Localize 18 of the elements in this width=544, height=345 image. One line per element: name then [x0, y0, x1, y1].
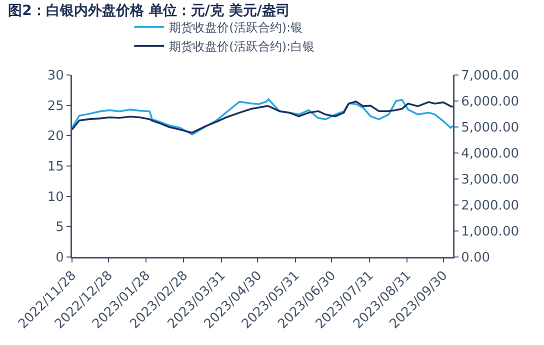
y2-tick-label: 6,000.00 — [461, 94, 519, 110]
y-tick-label: 10 — [47, 190, 64, 205]
y-tick-label: 0 — [56, 250, 64, 266]
y-tick-label: 5 — [56, 220, 64, 236]
y2-tick-label: 3,000.00 — [461, 172, 519, 188]
y-tick-label: 15 — [47, 160, 64, 175]
y2-tick-label: 5,000.00 — [461, 120, 519, 136]
y2-tick-label: 7,000.00 — [461, 68, 519, 84]
y2-tick-label: 2,000.00 — [461, 198, 519, 214]
legend-label: 期货收盘价(活跃合约):白银 — [169, 40, 315, 54]
y-tick-label: 20 — [47, 129, 64, 144]
y2-tick-label: 1,000.00 — [461, 224, 519, 240]
chart-title: 图2：白银内外盘价格 单位：元/克 美元/盎司 — [8, 2, 290, 19]
y2-tick-label: 0.00 — [461, 250, 490, 266]
y-tick-label: 30 — [47, 68, 64, 84]
y-tick-label: 25 — [47, 98, 64, 114]
y2-tick-label: 4,000.00 — [461, 146, 519, 162]
legend-label: 期货收盘价(活跃合约):银 — [169, 20, 303, 35]
